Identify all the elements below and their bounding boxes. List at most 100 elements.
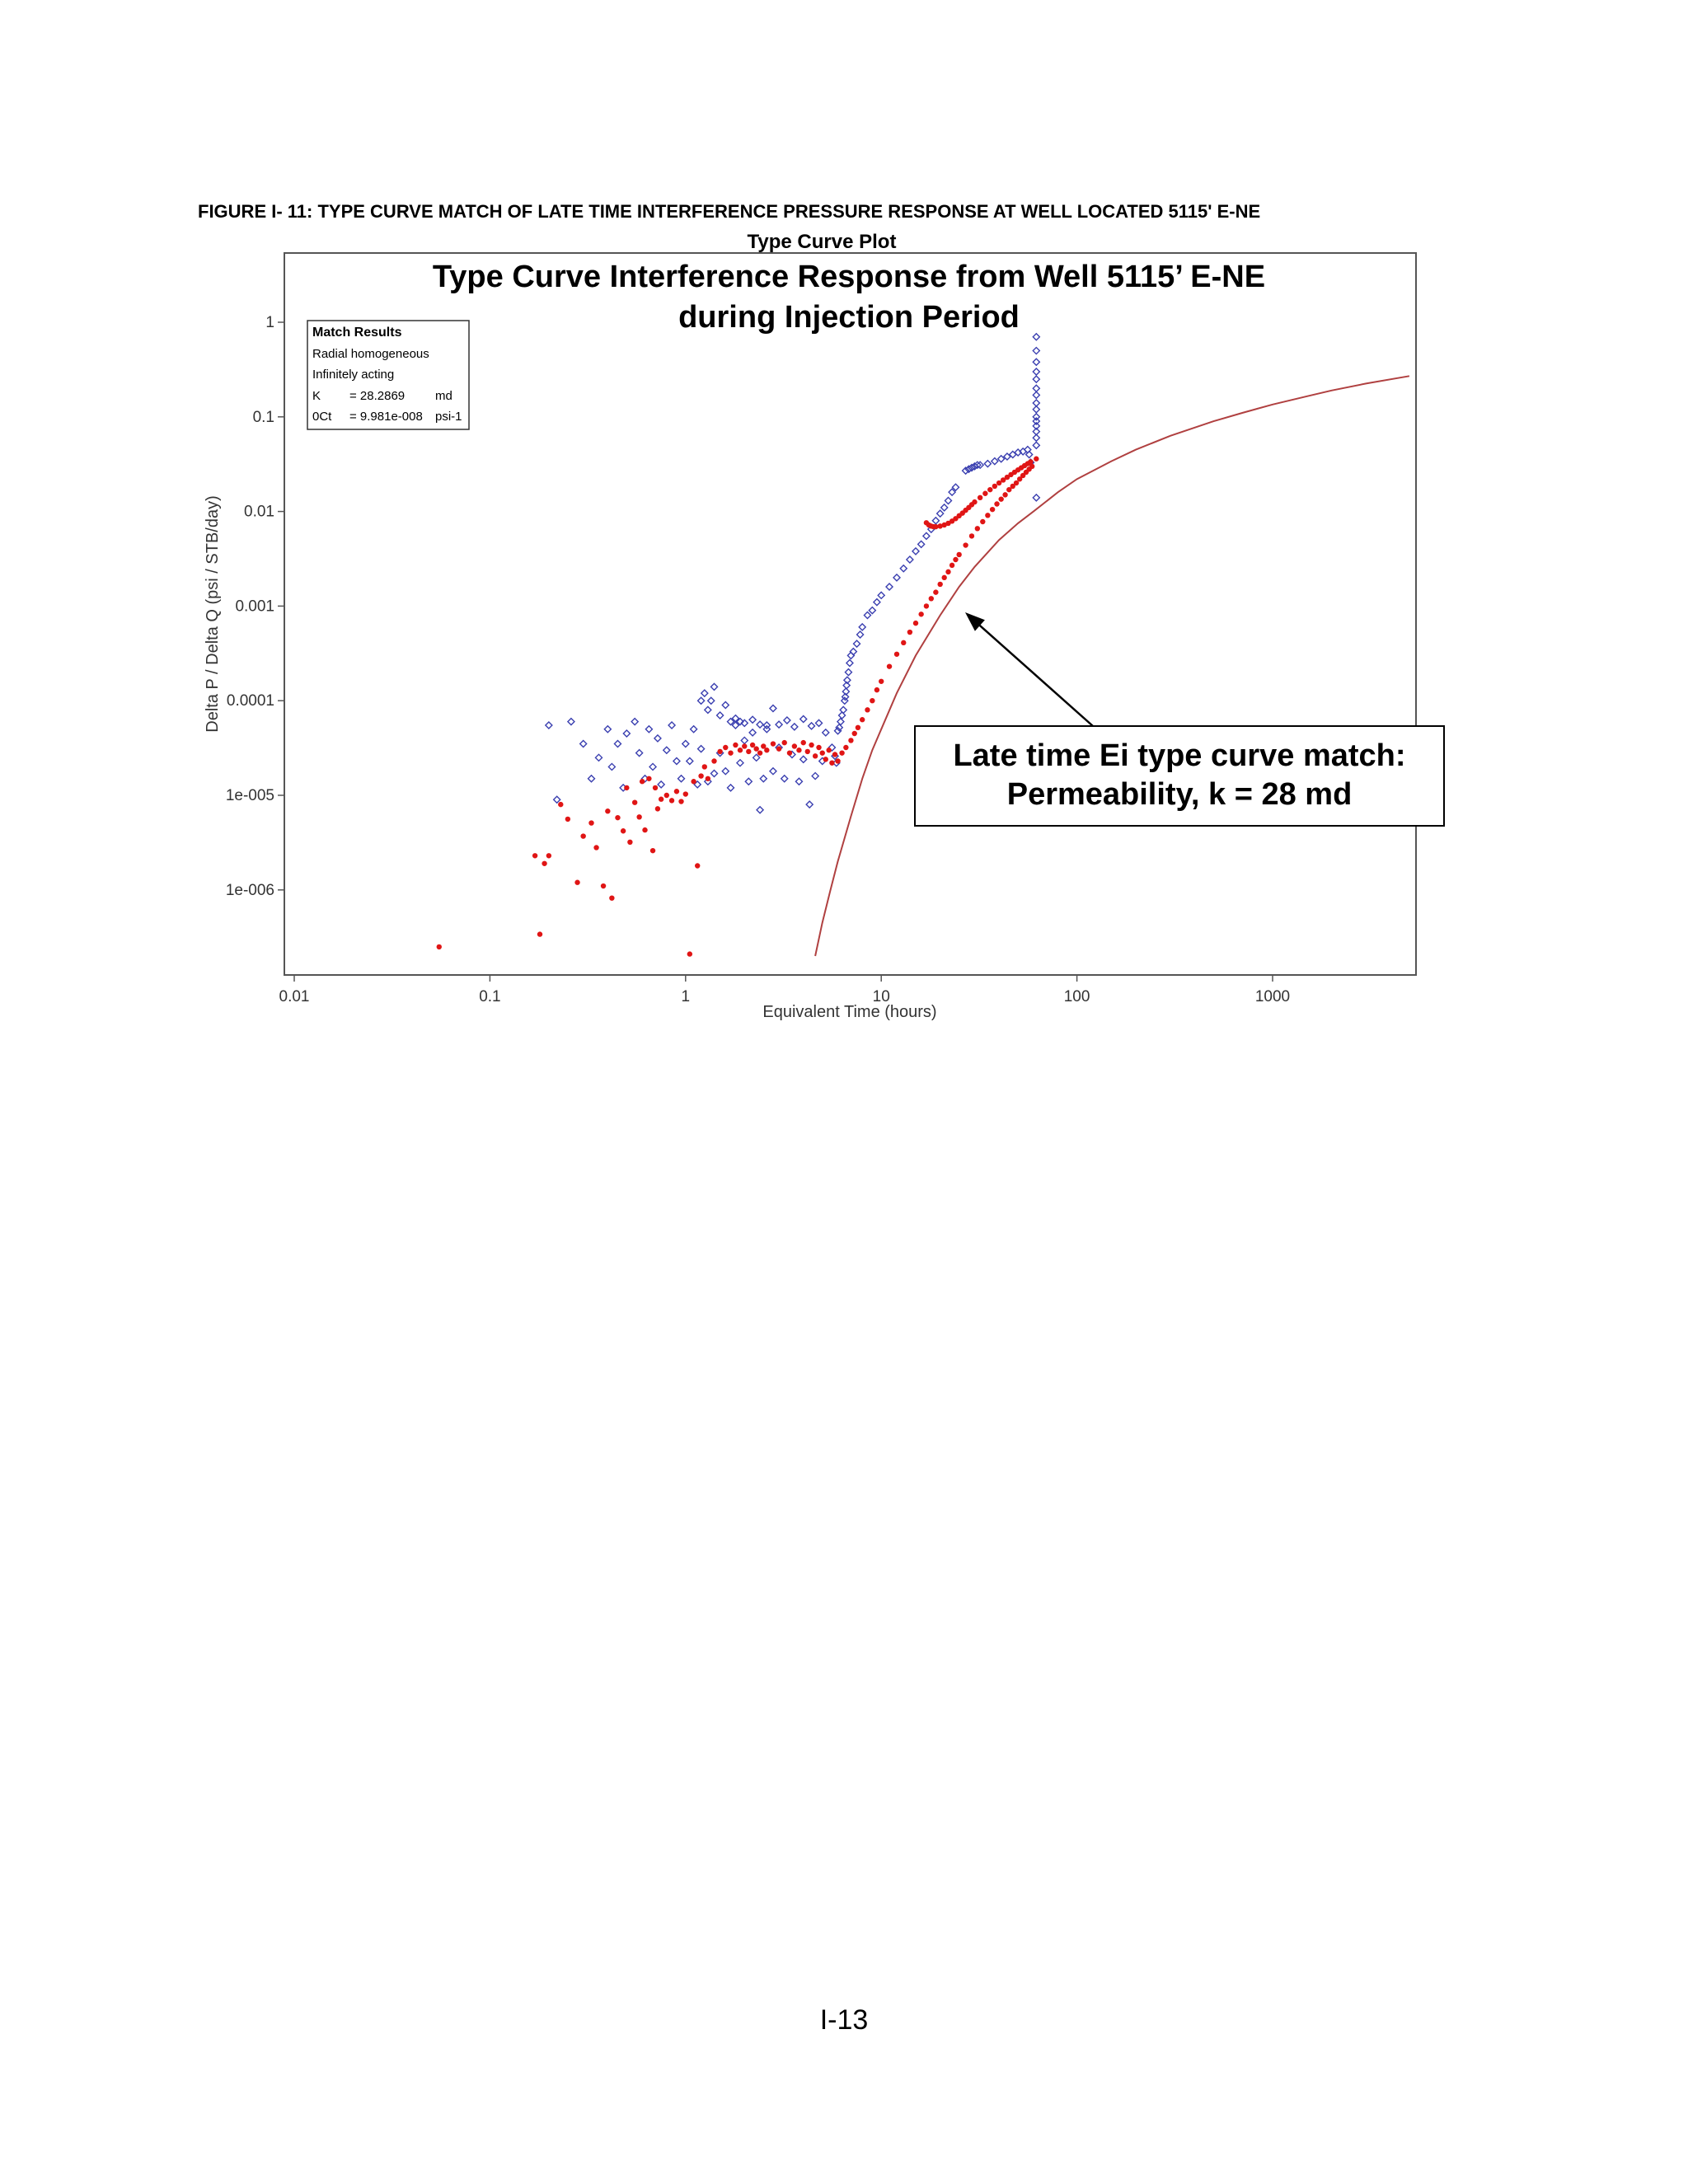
blue-data-point — [849, 647, 858, 656]
red-data-point — [843, 744, 849, 751]
blue-data-point — [842, 676, 851, 685]
blue-data-point — [1032, 391, 1041, 400]
blue-data-point — [917, 540, 926, 549]
blue-data-point — [983, 459, 992, 468]
blue-data-point — [631, 717, 640, 726]
blue-data-point — [752, 753, 761, 762]
blue-data-point — [696, 744, 706, 753]
blue-data-point — [996, 454, 1006, 463]
red-data-point — [711, 758, 717, 764]
blue-data-point — [740, 719, 749, 728]
blue-data-point — [842, 681, 851, 690]
blue-data-point — [649, 762, 658, 771]
red-data-point — [870, 698, 875, 704]
blue-data-point — [1032, 417, 1041, 426]
blue-data-point — [1032, 375, 1041, 384]
red-data-point — [691, 779, 696, 785]
red-data-point — [901, 640, 907, 646]
red-data-point — [987, 486, 993, 493]
red-data-point — [945, 569, 951, 575]
red-data-point — [546, 853, 552, 859]
blue-data-point — [935, 509, 945, 518]
red-data-point — [907, 629, 913, 635]
blue-data-point — [735, 717, 744, 726]
red-data-point — [791, 743, 798, 749]
red-data-point — [749, 742, 756, 748]
series-1-points — [436, 456, 1039, 957]
red-data-point — [1020, 472, 1026, 479]
blue-data-point — [844, 668, 853, 677]
figure-caption: FIGURE I- 11: TYPE CURVE MATCH OF LATE T… — [198, 201, 1261, 222]
blue-data-point — [668, 721, 677, 729]
blue-data-point — [990, 457, 999, 466]
blue-data-point — [961, 466, 970, 476]
blue-data-point — [594, 753, 603, 762]
red-data-point — [636, 814, 642, 820]
series-0-points — [544, 332, 1041, 814]
y-axis-ticks: 1 0.1 0.01 0.001 0.0001 1e-005 1e-006 — [226, 314, 284, 899]
blue-data-point — [899, 564, 908, 573]
red-data-point — [982, 490, 988, 496]
red-data-point — [974, 526, 981, 532]
blue-data-point — [696, 696, 706, 705]
blue-data-point — [841, 692, 850, 701]
red-data-point — [565, 816, 571, 823]
red-data-point — [918, 612, 924, 617]
red-data-point — [886, 663, 893, 669]
red-data-point — [963, 542, 968, 548]
red-data-point — [705, 776, 711, 781]
legend-title: Match Results — [312, 326, 402, 340]
red-data-point — [1010, 483, 1015, 490]
red-data-point — [977, 494, 983, 501]
blue-data-point — [1032, 441, 1041, 450]
red-data-point — [832, 752, 838, 757]
blue-data-point — [842, 687, 851, 696]
red-data-point — [800, 739, 806, 746]
x-tick-label: 0.1 — [479, 988, 500, 1005]
red-data-point — [859, 717, 865, 723]
legend-line-3-label: K — [312, 389, 321, 403]
blue-data-point — [768, 704, 777, 713]
blue-data-point — [635, 748, 644, 757]
blue-data-point — [662, 746, 671, 755]
blue-data-point — [613, 739, 622, 748]
red-data-point — [941, 574, 947, 581]
blue-data-point — [672, 757, 681, 766]
blue-data-point — [976, 461, 985, 470]
y-tick-label: 1 — [265, 314, 274, 331]
blue-data-point — [852, 640, 861, 649]
red-data-point — [600, 883, 607, 889]
blue-data-point — [1032, 434, 1041, 443]
legend-line-2-label: Infinitely acting — [312, 368, 394, 382]
red-data-point — [923, 603, 930, 609]
red-data-point — [786, 750, 793, 756]
blue-data-point — [828, 743, 837, 752]
red-data-point — [620, 828, 626, 834]
blue-data-point — [579, 739, 588, 748]
red-data-point — [851, 730, 857, 737]
red-data-point — [855, 724, 861, 731]
blue-data-point — [1025, 450, 1034, 459]
red-data-point — [1034, 456, 1039, 462]
red-data-point — [781, 739, 787, 746]
blue-data-point — [931, 516, 940, 525]
blue-data-point — [790, 722, 799, 731]
blue-data-point — [657, 780, 666, 789]
blue-data-point — [645, 724, 654, 733]
blue-data-point — [845, 658, 854, 668]
red-data-point — [668, 798, 675, 804]
blue-data-point — [587, 774, 596, 783]
x-tick-label: 0.01 — [279, 988, 310, 1005]
blue-data-point — [731, 721, 740, 729]
red-data-point — [742, 743, 748, 749]
blue-data-point — [653, 733, 662, 743]
x-tick-label: 1 — [682, 988, 691, 1005]
blue-data-point — [811, 771, 820, 780]
red-data-point — [588, 820, 594, 826]
red-data-point — [992, 483, 998, 490]
legend-frame — [307, 320, 470, 430]
red-data-point — [1029, 463, 1035, 470]
blue-data-point — [1032, 358, 1041, 367]
y-tick-label: 0.001 — [235, 598, 274, 615]
red-data-point — [652, 785, 659, 791]
